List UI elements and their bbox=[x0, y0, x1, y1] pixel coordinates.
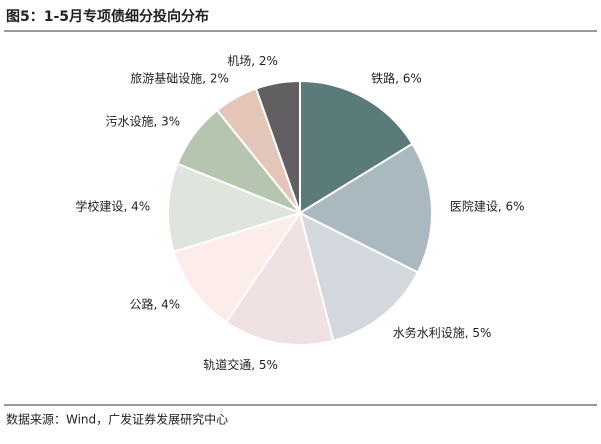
category-label: 机场 bbox=[227, 54, 251, 68]
category-label: 医院建设 bbox=[450, 199, 498, 213]
pie-slice bbox=[167, 162, 303, 253]
slice-label: 污水设施, 3% bbox=[105, 114, 180, 128]
value-label: 6% bbox=[506, 199, 525, 213]
label-separator: , bbox=[202, 71, 210, 85]
pie-slice bbox=[299, 79, 414, 215]
label-separator: , bbox=[251, 357, 259, 371]
category-label: 铁路 bbox=[371, 70, 395, 85]
label-separator: , bbox=[251, 54, 259, 68]
slice-label: 公路, 4% bbox=[129, 296, 180, 311]
value-label: 2% bbox=[210, 71, 229, 85]
value-label: 4% bbox=[161, 297, 180, 311]
label-separator: , bbox=[153, 114, 161, 128]
pie-slice bbox=[297, 142, 433, 274]
value-label: 6% bbox=[403, 71, 422, 85]
value-label: 5% bbox=[472, 325, 491, 339]
pie-slice bbox=[172, 211, 303, 324]
value-label: 5% bbox=[259, 357, 278, 371]
value-label: 3% bbox=[161, 114, 180, 128]
label-separator: , bbox=[498, 199, 506, 213]
value-label: 4% bbox=[131, 199, 150, 213]
source-note: 数据来源：Wind，广发证券发展研究中心 bbox=[6, 412, 228, 427]
slice-label: 旅游基础设施, 2% bbox=[130, 71, 229, 85]
pie-slice bbox=[224, 210, 335, 346]
label-separator: , bbox=[395, 71, 403, 85]
slice-label: 铁路, 6% bbox=[371, 70, 422, 85]
pie-slice bbox=[254, 79, 301, 214]
category-label: 学校建设 bbox=[75, 198, 123, 213]
slice-label: 轨道交通, 5% bbox=[203, 356, 278, 371]
label-separator: , bbox=[123, 199, 131, 213]
category-label: 水务水利设施 bbox=[393, 324, 465, 339]
label-separator: , bbox=[465, 325, 473, 339]
slice-label: 医院建设, 6% bbox=[450, 199, 525, 213]
category-label: 旅游基础设施 bbox=[130, 71, 202, 85]
category-label: 轨道交通 bbox=[203, 356, 251, 371]
slice-label: 学校建设, 4% bbox=[75, 198, 150, 213]
slice-label: 机场, 2% bbox=[227, 54, 278, 68]
label-separator: , bbox=[153, 297, 161, 311]
slice-label: 水务水利设施, 5% bbox=[393, 324, 492, 339]
value-label: 2% bbox=[259, 54, 278, 68]
pie-slice bbox=[298, 211, 420, 342]
category-label: 污水设施 bbox=[105, 114, 153, 128]
category-label: 公路 bbox=[129, 296, 153, 311]
chart-title: 图5：1-5月专项债细分投向分布 bbox=[6, 8, 209, 25]
